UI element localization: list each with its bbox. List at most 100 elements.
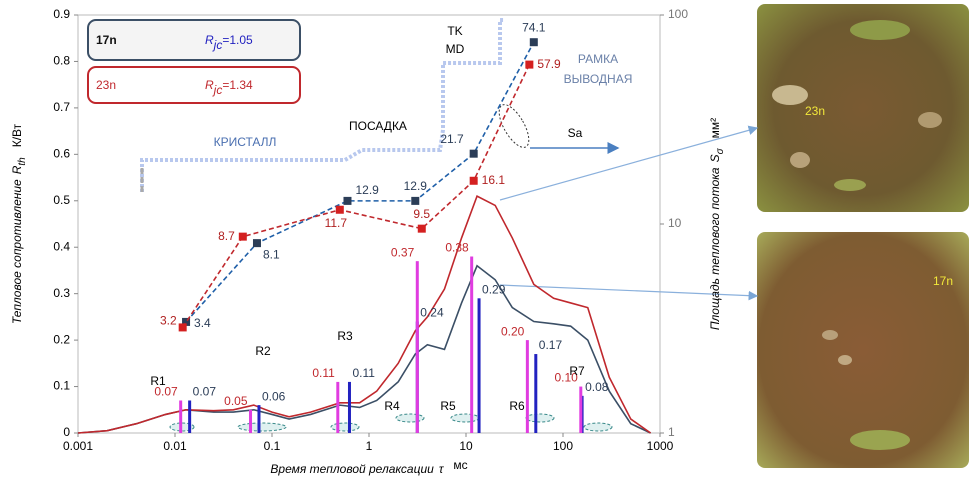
x-tick-label: 100: [553, 439, 573, 453]
annotation: R1: [150, 374, 166, 388]
photo-17n: [757, 232, 969, 468]
spectrum-bar: [188, 400, 191, 433]
axis-label-part: σ: [715, 147, 726, 154]
sa-value-label: 9.5: [413, 207, 430, 221]
sa-value-label: 3.2: [160, 314, 177, 328]
bar-value-label: 0.11: [312, 366, 335, 380]
x-tick-label: 0.001: [63, 439, 93, 453]
photo-label: 17n: [933, 274, 953, 288]
axis-label-part: th: [17, 157, 28, 166]
sa-value-label: 3.4: [194, 316, 211, 330]
bar-value-label: 0.24: [420, 306, 444, 320]
sa-marker: [418, 225, 426, 233]
spectrum-bar: [257, 405, 260, 433]
annotation: Sa: [568, 126, 583, 140]
bar-value-label: 0.08: [585, 380, 609, 394]
axis-label-part: R: [10, 165, 24, 174]
sa-value-label: 12.9: [355, 183, 379, 197]
sa-value-label: 8.1: [263, 247, 280, 261]
bar-value-label: 0.37: [391, 245, 415, 259]
bar-value-label: 0.20: [501, 324, 525, 338]
legend-rjc-symbol: R: [205, 78, 214, 92]
y-tick-label: 0.5: [53, 193, 70, 207]
legend-rjc-subscript: jc: [212, 38, 223, 52]
sa-marker: [253, 239, 261, 247]
axis-label-part: мм²: [708, 118, 722, 139]
annotation: R3: [337, 329, 353, 343]
y-tick-label: 0.2: [53, 332, 70, 346]
sa-value-label: 57.9: [537, 57, 561, 71]
y2-tick-label: 10: [668, 216, 682, 230]
spectrum-bar: [478, 298, 481, 433]
region-ellipse: [396, 414, 424, 422]
bar-value-label: 0.11: [352, 366, 375, 380]
spectrum-bar: [579, 387, 582, 433]
y-tick-label: 0.8: [53, 54, 70, 68]
y2-axis-label: Площадь теплового потока Sσ мм²: [708, 118, 725, 330]
sa-marker: [530, 38, 538, 46]
bar-value-label: 0.05: [224, 394, 248, 408]
y-tick-label: 0.3: [53, 286, 70, 300]
legend-rjc-subscript: jc: [212, 83, 223, 97]
spectrum-bar: [249, 410, 252, 433]
region-ellipses: [170, 414, 612, 431]
sa-marker: [470, 150, 478, 158]
sa-marker: [336, 206, 344, 214]
bar-value-label: 0.06: [262, 389, 286, 403]
annotation: РАМКА: [578, 52, 618, 66]
spectrum-bar: [416, 261, 419, 433]
axis-label-part: мс: [453, 458, 467, 472]
x-tick-label: 0.1: [264, 439, 281, 453]
chart: 17nRjc=1.0523nRjc=1.34 00.10.20.30.40.50…: [0, 0, 973, 483]
curve: [78, 266, 651, 433]
axis-label-part: К/Вт: [10, 123, 24, 147]
sa-marker: [470, 177, 478, 185]
x-axis-label: Время тепловой релаксации τмс: [270, 458, 467, 476]
photo-label: 23n: [805, 104, 825, 118]
legend-rjc-symbol: R: [205, 33, 214, 47]
bar-value-label: 0.29: [482, 282, 506, 296]
region-ellipse: [331, 423, 359, 431]
x-tick-label: 10: [459, 439, 473, 453]
page: 17nRjc=1.0523nRjc=1.34 00.10.20.30.40.50…: [0, 0, 973, 483]
axis-label-part: Тепловое сопротивление: [10, 179, 24, 324]
x-tick-label: 1: [366, 439, 373, 453]
region-ellipse: [584, 423, 612, 431]
y2-tick-label: 100: [668, 7, 688, 21]
legend-name: 23n: [96, 78, 116, 92]
y-axis-label: Тепловое сопротивление Rth К/Вт: [10, 123, 27, 324]
spectrum-bar: [348, 382, 351, 433]
y-tick-label: 0.1: [53, 379, 70, 393]
y-tick-label: 0.9: [53, 7, 70, 21]
annotation: R7: [569, 364, 585, 378]
bar-value-label: 0.17: [539, 338, 563, 352]
sa-value-label: 8.7: [218, 229, 235, 243]
x-tick-label: 1000: [647, 439, 674, 453]
axis-label-part: Время тепловой релаксации: [270, 462, 434, 476]
annotation: R6: [509, 399, 525, 413]
spectrum-bar: [534, 354, 537, 433]
sa-marker: [525, 61, 533, 69]
sa-marker: [239, 233, 247, 241]
axis-label-part: S: [708, 154, 722, 162]
annotation: R4: [384, 399, 400, 413]
annotation: КРИСТАЛЛ: [214, 135, 277, 149]
region-ellipse: [238, 423, 286, 431]
y-tick-label: 0.6: [53, 147, 70, 161]
sa-value-label: 12.9: [404, 179, 428, 193]
region-ellipse: [526, 414, 554, 422]
axis-label-part: τ: [439, 462, 445, 476]
sa-value-label: 11.7: [325, 216, 348, 230]
sa-marker: [343, 197, 351, 205]
annotation: ПОСАДКА: [349, 119, 407, 133]
axis-label-part: Площадь теплового потока: [708, 167, 722, 330]
annotation: TK: [447, 24, 462, 38]
bar-value-label: 0.38: [445, 241, 469, 255]
legend-box: [88, 20, 300, 60]
annotation: R5: [440, 399, 456, 413]
y-tick-label: 0: [63, 425, 70, 439]
annotation: MD: [446, 42, 465, 56]
legend-box: [88, 67, 300, 103]
spectrum-bar: [179, 400, 182, 433]
